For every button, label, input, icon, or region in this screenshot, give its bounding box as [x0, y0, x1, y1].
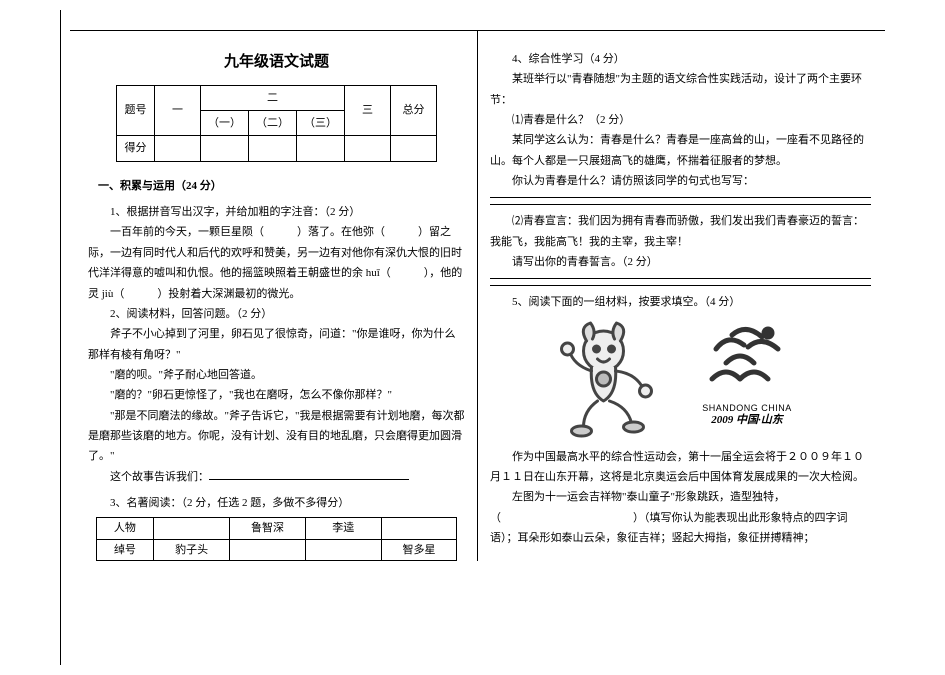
score-h-3: 三	[345, 85, 391, 136]
q5-p1: 作为中国最高水平的综合性运动会，第十一届全运会将于２００９年１０月１１日在山东开…	[490, 447, 871, 488]
left-column: 九年级语文试题 题号 一 二 三 总分 （一） （二） （三） 得分	[70, 31, 477, 561]
answer-blank	[490, 278, 871, 279]
q4-p6: 请写出你的青春誓言。（2 分）	[490, 252, 871, 272]
q2-p3: "磨的？"卵石更惊怪了，"我也在磨呀，怎么不像你那样？"	[88, 385, 465, 405]
image-row: SHANDONG CHINA 2009 中国·山东	[490, 319, 871, 439]
q4-p5: ⑵青春宣言：我们因为拥有青春而骄傲，我们发出我们青春豪迈的誓言：我能飞，我能高飞…	[490, 211, 871, 252]
q2-p1: 斧子不小心掉到了河里，卵石见了很惊奇，问道："你是谁呀，你为什么那样有棱有角呀？…	[88, 324, 465, 365]
people-h1: 人物	[96, 518, 154, 539]
people-cell	[381, 518, 457, 539]
logo-line1: SHANDONG CHINA	[682, 403, 812, 414]
score-h-1: 一	[155, 85, 201, 136]
exam-title: 九年级语文试题	[88, 49, 465, 77]
people-cell	[305, 539, 381, 560]
q5-p3: （ ）（填写你认为能表现出此形象特点的四字词语）；耳朵形如泰山云朵，象征吉祥；竖…	[490, 508, 871, 549]
q5-lead: 5、阅读下面的一组材料，按要求填空。（4 分）	[490, 292, 871, 312]
q4-lead: 4、综合性学习（4 分）	[490, 49, 871, 69]
q2-lead: 2、阅读材料，回答问题。（2 分）	[88, 304, 465, 324]
score-cell	[155, 136, 201, 161]
people-r2c5: 智多星	[381, 539, 457, 560]
q3-lead: 3、名著阅读：（2 分，任选 2 题，多做不多得分）	[88, 493, 465, 513]
q2-p2: "磨的呗。"斧子耐心地回答道。	[88, 365, 465, 385]
score-cell	[297, 136, 345, 161]
q3-lead-text: 3、名著阅读：（2 分，任选 2 题，多做不多得分）	[110, 497, 349, 509]
people-r2c1: 绰号	[96, 539, 154, 560]
score-row-label: 得分	[117, 136, 155, 161]
people-cell	[154, 518, 230, 539]
score-cell	[345, 136, 391, 161]
q5-p2: 左图为十一运会吉祥物"泰山童子"形象跳跃，造型独特，	[490, 487, 871, 507]
right-column: 4、综合性学习（4 分） 某班举行以"青春随想"为主题的语文综合性实践活动，设计…	[478, 31, 885, 561]
score-cell	[201, 136, 249, 161]
score-h-total: 总分	[391, 85, 437, 136]
games-logo: SHANDONG CHINA 2009 中国·山东	[682, 319, 812, 439]
q2-p4: "那是不同磨法的缘故。"斧子告诉它，"我是根据需要有计划地磨，每次都是磨那些该磨…	[88, 406, 465, 467]
score-h-num: 题号	[117, 85, 155, 136]
mascot-icon	[549, 319, 664, 439]
score-cell	[391, 136, 437, 161]
q2-end-text: 这个故事告诉我们：	[110, 471, 209, 483]
people-cell	[230, 539, 306, 560]
q4-p2: ⑴青春是什么？（2 分）	[490, 110, 871, 130]
score-h-2-3: （三）	[297, 111, 345, 136]
logo-icon	[692, 319, 802, 401]
logo-line2: 2009 中国·山东	[682, 414, 812, 427]
score-h-2-2: （二）	[249, 111, 297, 136]
answer-blank	[209, 469, 409, 480]
section1-head: 一、积累与运用（24 分）	[98, 176, 465, 196]
score-cell	[249, 136, 297, 161]
score-h-2-1: （一）	[201, 111, 249, 136]
people-h2: 鲁智深	[230, 518, 306, 539]
q4-p3: 某同学这么认为：青春是什么？青春是一座高耸的山，一座看不见路径的山。每个人都是一…	[490, 130, 871, 171]
q2-end: 这个故事告诉我们：	[88, 467, 465, 487]
people-table: 人物 鲁智深 李逵 绰号 豹子头 智多星	[96, 517, 458, 561]
q1-lead: 1、根据拼音写出汉字，并给加粗的字注音：（2 分）	[88, 202, 465, 222]
answer-blank	[490, 285, 871, 286]
people-h3: 李逵	[305, 518, 381, 539]
people-r2c2: 豹子头	[154, 539, 230, 560]
answer-blank	[490, 204, 871, 205]
score-h-2: 二	[201, 85, 345, 110]
q1-body: 一百年前的今天，一颗巨星陨（ ）落了。在他弥（ ）留之际，一边有同时代人和后代的…	[88, 222, 465, 303]
q4-p1: 某班举行以"青春随想"为主题的语文综合性实践活动，设计了两个主要环节：	[490, 69, 871, 110]
q4-p4: 你认为青春是什么？请仿照该同学的句式也写写：	[490, 171, 871, 191]
score-table: 题号 一 二 三 总分 （一） （二） （三） 得分	[116, 85, 437, 162]
answer-blank	[490, 197, 871, 198]
